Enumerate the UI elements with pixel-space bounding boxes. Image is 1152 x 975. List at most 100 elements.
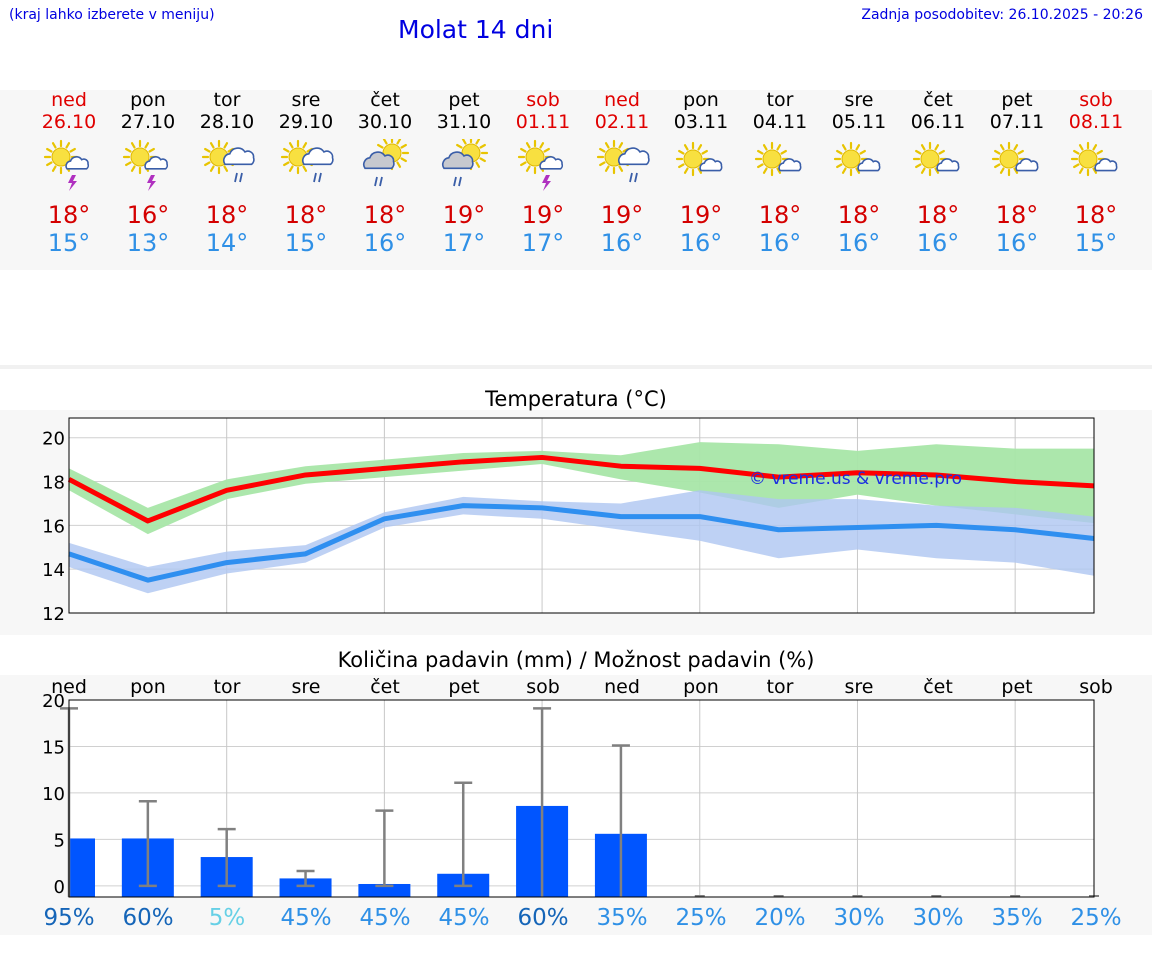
sun-cloud-thunder-icon (517, 139, 564, 191)
precipitation-probability: 25% (1070, 905, 1122, 931)
min-temperature-point (856, 527, 858, 529)
max-temperature-point (778, 476, 780, 478)
day-date: 31.10 (436, 111, 492, 133)
day-name: tor (213, 89, 241, 111)
sun-cloud-icon (833, 141, 881, 177)
sun-cloud-icon (1070, 141, 1118, 177)
cloud-shape (778, 158, 802, 172)
day-name: tor (766, 89, 794, 111)
max-temperature-point (541, 456, 543, 458)
y-tick-label: 14 (42, 560, 65, 581)
min-temperature: 16° (995, 229, 1039, 257)
location-hint: (kraj lahko izberete v meniju) (9, 7, 215, 23)
forecast-band (0, 90, 1152, 270)
forecast-day: ned 26.10 18° 15° (29, 89, 109, 257)
forecast-day: sre 05.11 18° 16° (819, 89, 899, 257)
max-temperature: 16° (126, 201, 170, 229)
day-date: 30.10 (357, 111, 413, 133)
day-name: čet (923, 89, 953, 111)
precipitation-bar (358, 883, 411, 897)
max-temperature: 18° (1074, 201, 1118, 229)
day-date: 01.11 (515, 111, 571, 133)
precipitation-probability: 60% (517, 905, 569, 931)
min-temperature-point (383, 518, 385, 520)
forecast-day: sob 08.11 18° 15° (1056, 89, 1136, 257)
min-temperature: 14° (205, 229, 249, 257)
rain-drop (374, 176, 378, 187)
precipitation-probability: 35% (991, 905, 1043, 931)
sun-cloud-rain-icon (201, 139, 255, 183)
max-temperature-point (147, 520, 149, 522)
min-temperature-point (620, 516, 622, 518)
day-name: ned (51, 89, 87, 111)
min-temperature: 16° (758, 229, 802, 257)
temperature-chart: 12 14 16 18 20 © vreme.us & vreme.pro (42, 417, 1095, 625)
precipitation-chart: 0 5 10 15 20 (42, 691, 1099, 898)
day-name: pet (448, 89, 480, 111)
day-name: sob (526, 89, 560, 111)
forecast-day: čet 06.11 18° 16° (898, 89, 978, 257)
rain-drop (634, 172, 638, 183)
sun-cloud-icon (675, 141, 723, 177)
precipitation-probability: 60% (122, 905, 174, 931)
temperature-chart-title: Temperatura (°C) (485, 387, 667, 411)
max-temperature: 18° (47, 201, 91, 229)
max-temperature-point (383, 467, 385, 469)
forecast-day: pet 31.10 19° 17° (424, 89, 504, 257)
cloud-shape (539, 156, 564, 170)
cloud-shape (441, 151, 474, 170)
y-tick-label: 12 (42, 604, 65, 625)
y-tick-label: 0 (54, 877, 65, 898)
max-temperature-point (699, 467, 701, 469)
precipitation-day-label: tor (213, 676, 241, 698)
min-temperature: 17° (521, 229, 565, 257)
day-name: ned (604, 89, 640, 111)
cloud-shape (65, 156, 90, 170)
precipitation-probability: 45% (438, 905, 490, 931)
precipitation-bar (279, 878, 332, 897)
min-temperature: 16° (363, 229, 407, 257)
section-separator (0, 365, 1152, 369)
day-name: sre (844, 89, 874, 111)
cloud-shape (857, 158, 881, 172)
precipitation-probability: 30% (912, 905, 964, 931)
max-temperature: 18° (363, 201, 407, 229)
min-temperature: 15° (47, 229, 91, 257)
min-temperature: 15° (284, 229, 328, 257)
max-temperature: 18° (758, 201, 802, 229)
sun-shape (43, 139, 79, 175)
precipitation-probability: 30% (833, 905, 885, 931)
max-temperature-band (69, 442, 1094, 535)
day-date: 26.10 (41, 111, 97, 133)
cloud-shape (1094, 158, 1118, 172)
precipitation-day-label: tor (766, 676, 794, 698)
forecast-day: čet 30.10 18° 16° (345, 89, 425, 257)
max-temperature: 18° (916, 201, 960, 229)
day-date: 02.11 (594, 111, 650, 133)
max-temperature: 18° (837, 201, 881, 229)
precipitation-day-label: sre (291, 676, 321, 698)
min-temperature-point (935, 524, 937, 526)
forecast-day: ned 02.11 19° 16° (582, 89, 662, 257)
rain-drop (453, 176, 457, 187)
day-name: sre (291, 89, 321, 111)
min-temperature: 16° (837, 229, 881, 257)
precipitation-day-label: pon (683, 676, 719, 698)
day-date: 05.11 (831, 111, 887, 133)
max-temperature: 19° (521, 201, 565, 229)
min-temperature-point (226, 562, 228, 564)
day-date: 06.11 (910, 111, 966, 133)
max-temperature-line (67, 454, 1095, 524)
min-temperature-point (778, 529, 780, 531)
precipitation-day-label: pet (448, 676, 480, 698)
max-temperature-point (462, 461, 464, 463)
max-temperature-point (1014, 481, 1016, 483)
day-name: čet (370, 89, 400, 111)
min-temperature-point (147, 579, 149, 581)
precipitation-bar (69, 838, 95, 897)
sun-cloud-rain-icon (596, 139, 650, 183)
y-tick-label: 15 (42, 737, 65, 758)
sun-shape (912, 141, 948, 177)
precipitation-day-label: ned (51, 676, 87, 698)
day-date: 04.11 (752, 111, 808, 133)
